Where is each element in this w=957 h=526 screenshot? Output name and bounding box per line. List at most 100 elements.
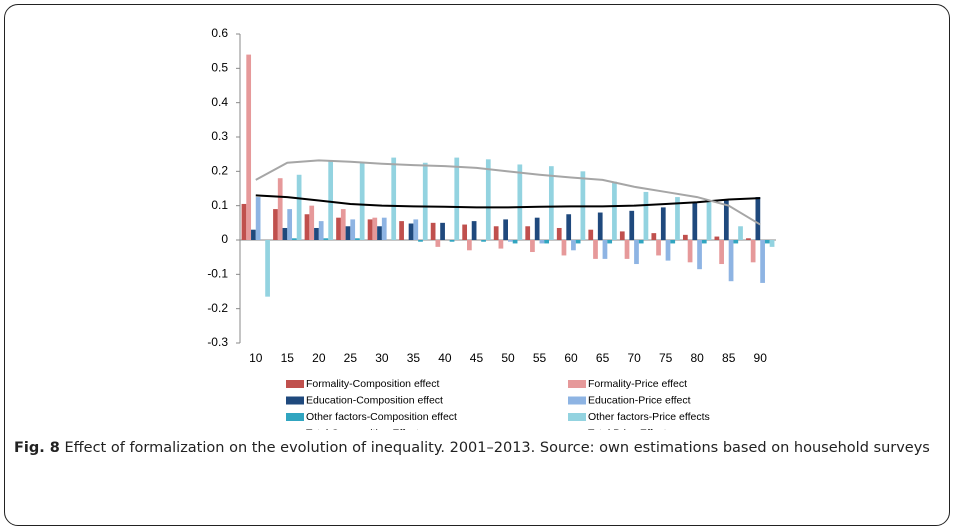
bar (682, 234, 688, 240)
bar (687, 240, 693, 263)
bar (350, 219, 356, 240)
bar (602, 240, 608, 259)
bar (241, 203, 247, 240)
bar (660, 207, 666, 240)
legend-label: Total Composition Effect (306, 427, 419, 430)
y-tick-label: 0.4 (211, 95, 228, 109)
legend-label: Other factors-Price effects (588, 411, 710, 423)
bar (413, 219, 419, 240)
bar (418, 240, 423, 242)
bar (619, 231, 625, 240)
bar (561, 240, 567, 256)
bar (755, 197, 761, 240)
x-tick-label: 15 (281, 351, 295, 365)
bar (508, 240, 513, 242)
bar (728, 240, 734, 282)
bar (624, 240, 630, 259)
bar (498, 240, 504, 249)
x-tick-label: 45 (470, 351, 484, 365)
bar (454, 157, 460, 240)
y-tick-label: -0.3 (207, 335, 228, 349)
y-tick-label: 0.3 (211, 129, 228, 143)
bar (638, 240, 644, 244)
x-tick-label: 85 (722, 351, 736, 365)
y-tick-label: 0.5 (211, 61, 228, 75)
bar (309, 205, 315, 240)
bar (544, 240, 549, 244)
caption: Fig. 8 Effect of formalization on the ev… (14, 436, 939, 460)
legend-swatch (286, 396, 304, 405)
bar (493, 226, 499, 240)
bar (255, 197, 261, 240)
bar (304, 214, 310, 240)
bar (372, 217, 378, 240)
x-tick-label: 40 (438, 351, 452, 365)
legend-swatch (568, 380, 586, 388)
bar (539, 240, 545, 244)
bar (738, 226, 743, 240)
bar (764, 240, 770, 244)
bar (314, 227, 319, 240)
bar (449, 240, 455, 242)
x-tick-label: 80 (690, 351, 704, 365)
bar (251, 229, 256, 240)
x-tick-label: 70 (627, 351, 641, 365)
bar (328, 161, 334, 240)
y-tick-label: -0.1 (207, 267, 228, 281)
bar (701, 240, 707, 244)
bar (723, 200, 729, 240)
bar (566, 214, 572, 240)
bar (336, 217, 341, 240)
x-tick-label: 25 (344, 351, 358, 365)
bar (746, 238, 751, 240)
bar (593, 240, 598, 259)
bar (340, 209, 346, 240)
bar (323, 238, 329, 240)
bar (670, 240, 676, 244)
bar (534, 217, 540, 240)
bar (355, 238, 360, 240)
bar (467, 240, 472, 251)
bar (381, 217, 387, 240)
bar (512, 240, 518, 244)
bar (697, 240, 702, 270)
bar (503, 219, 508, 240)
bar (485, 159, 491, 240)
bar (422, 162, 428, 240)
bar (548, 166, 554, 240)
bar (345, 226, 351, 240)
bar (607, 240, 613, 244)
x-tick-label: 65 (596, 351, 610, 365)
bar (399, 221, 404, 240)
bar (634, 240, 639, 265)
caption-text: Effect of formalization on the evolution… (64, 440, 930, 456)
bar (525, 226, 531, 240)
bar (575, 240, 581, 244)
x-tick-label: 20 (312, 351, 326, 365)
x-tick-label: 30 (375, 351, 389, 365)
legend-swatch (568, 396, 586, 405)
x-tick-label: 35 (407, 351, 421, 365)
bar (706, 202, 712, 240)
legend-swatch (286, 413, 304, 421)
bar (571, 240, 576, 251)
chart: -0.3 -0.2 -0.1 0 0.1 0.2 0.3 0.4 0.5 0.6 10 15 20 25 3… (207, 26, 776, 430)
bar (588, 229, 594, 240)
legend-swatch (568, 413, 586, 421)
line (255, 194, 761, 209)
bar (462, 224, 468, 240)
bar (692, 202, 698, 240)
bar (296, 174, 302, 240)
bar (643, 191, 649, 240)
bar (273, 209, 278, 240)
bar (651, 233, 657, 240)
legend-label: Education-Composition effect (306, 394, 443, 406)
bar (769, 240, 775, 247)
bar (530, 240, 535, 253)
bar (629, 210, 635, 240)
bar (246, 54, 252, 240)
bar (556, 227, 562, 240)
legend-label: Formality-Composition effect (306, 378, 440, 390)
bar (760, 240, 765, 283)
x-tick-label: 60 (564, 351, 578, 365)
